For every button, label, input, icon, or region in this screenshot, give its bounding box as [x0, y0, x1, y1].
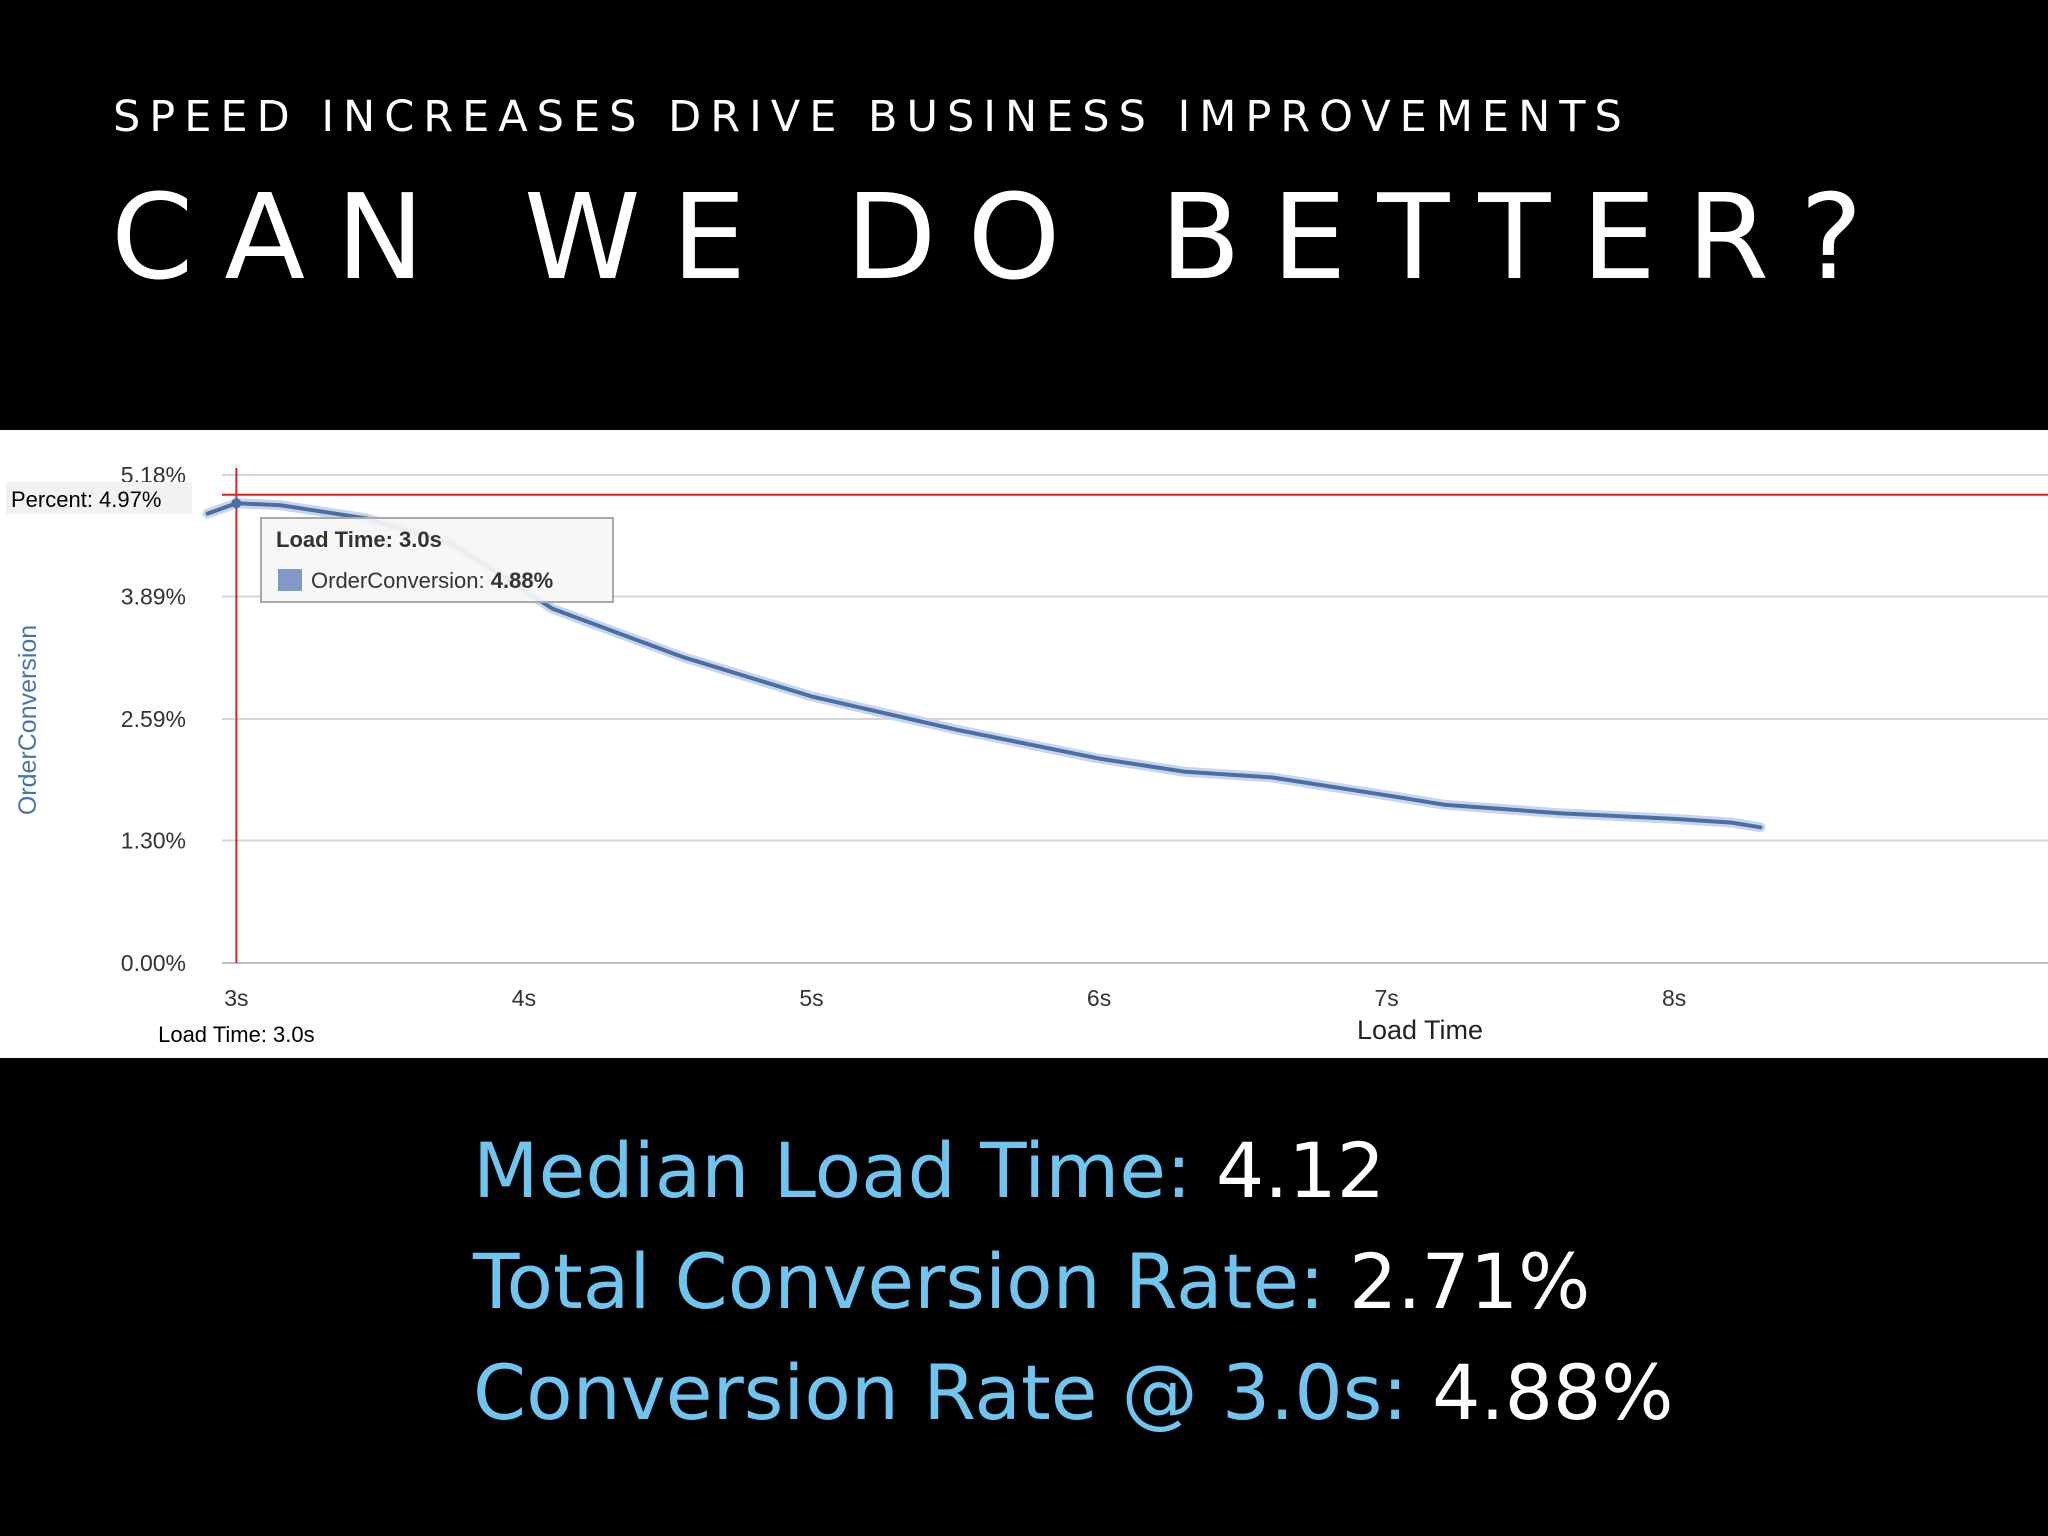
stat-label: Total Conversion Rate: [473, 1237, 1325, 1326]
tooltip-series-label: OrderConversion: [311, 568, 491, 593]
stat-value: 4.88% [1432, 1348, 1674, 1437]
x-tick-label: 5s [799, 985, 823, 1011]
stat-conversion-rate-at-3s: Conversion Rate @ 3.0s: 4.88% [473, 1337, 1674, 1448]
load-time-readout: Load Time: 3.0s [158, 1022, 315, 1047]
chart-panel: 0.00% 1.30% 2.59% 3.89% 5.18% 3s 4s 5s 6s 7s 8s Loa… [0, 430, 2048, 1058]
y-tick-label: 2.59% [121, 706, 186, 732]
percent-readout-label: Percent: [11, 487, 99, 512]
stats-block: Median Load Time: 4.12 Total Conversion … [473, 1115, 1674, 1448]
order-conversion-chart: 0.00%1.30%2.59%3.89%5.18%3s 4s 5s 6s 7s 8sLoa… [0, 430, 2048, 1058]
stat-label: Conversion Rate @ 3.0s: [473, 1348, 1408, 1437]
slide-subtitle: SPEED INCREASES DRIVE BUSINESS IMPROVEME… [113, 92, 1631, 142]
x-tick-label: 6s [1087, 985, 1111, 1011]
y-tick-label: 0.00% [121, 950, 186, 976]
y-tick-label: 1.30% [121, 828, 186, 854]
tooltip-series-swatch [278, 569, 302, 591]
tooltip-series-value: 4.88% [491, 568, 553, 593]
stat-label: Median Load Time: [473, 1126, 1192, 1215]
percent-readout-box [6, 482, 192, 514]
stat-value: 4.12 [1215, 1126, 1386, 1215]
stat-total-conversion-rate: Total Conversion Rate: 2.71% [473, 1226, 1674, 1337]
stat-median-load-time: Median Load Time: 4.12 [473, 1115, 1674, 1226]
y-axis-title: OrderConversion [14, 625, 42, 815]
data-point-marker [231, 498, 242, 509]
tooltip-series-entry: OrderConversion: 4.88% [311, 568, 553, 593]
tooltip-header: Load Time: 3.0s [276, 527, 442, 552]
x-tick-label: 7s [1374, 985, 1398, 1011]
x-tick-label: 3s [224, 985, 248, 1011]
tooltip-box [260, 517, 614, 603]
x-axis-title: Load Time [1357, 1015, 1483, 1045]
series-line-order-conversion [205, 501, 1763, 830]
slide-title: CAN WE DO BETTER? [111, 168, 1894, 306]
percent-readout: Percent: 4.97% [11, 487, 161, 512]
x-tick-label: 8s [1662, 985, 1686, 1011]
y-tick-label: 3.89% [121, 584, 186, 610]
stat-value: 2.71% [1348, 1237, 1591, 1326]
percent-readout-value: 4.97% [99, 487, 161, 512]
x-tick-label: 4s [512, 985, 536, 1011]
